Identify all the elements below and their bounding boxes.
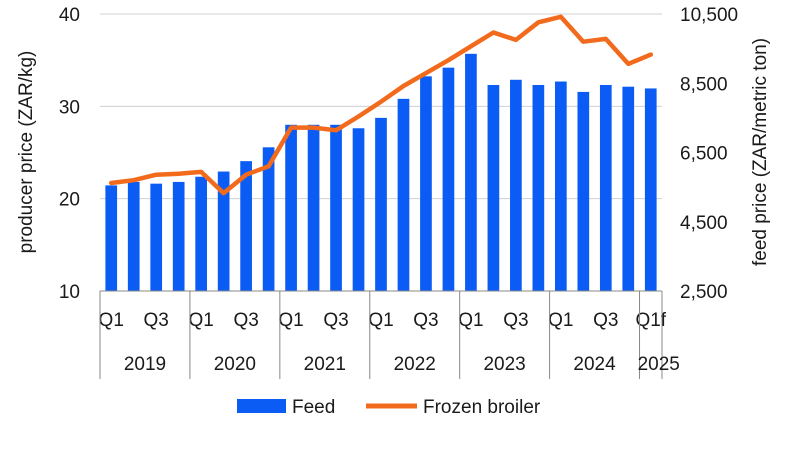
year-label: 2025 — [638, 354, 680, 375]
feed-bar — [644, 88, 657, 291]
x-tick-label: Q1 — [278, 310, 303, 331]
left-tick-label: 20 — [59, 190, 80, 211]
x-tick-label: Q3 — [323, 310, 348, 331]
right-tick-label: 4,500 — [680, 213, 728, 234]
feed-bar — [217, 171, 230, 291]
broiler-line — [108, 14, 654, 196]
legend-swatch-feed — [237, 399, 286, 413]
year-label: 2024 — [573, 354, 616, 375]
x-tick-label: Q3 — [413, 310, 438, 331]
feed-bar — [599, 84, 612, 291]
feed-bar — [465, 53, 477, 291]
x-tick-label: Q1 — [458, 310, 483, 331]
right-tick-label: 6,500 — [680, 144, 728, 165]
right-tick-label: 10,500 — [680, 5, 738, 26]
year-label: 2022 — [394, 354, 436, 375]
feed-bar — [397, 98, 410, 291]
feed-bar — [554, 81, 567, 291]
x-tick-label: Q1f — [635, 310, 666, 331]
x-tick-label: Q3 — [593, 310, 618, 331]
x-tick-label: Q1 — [99, 310, 124, 331]
left-tick-label: 10 — [59, 282, 80, 303]
legend-label-feed: Feed — [292, 397, 335, 418]
feed-bar — [195, 176, 208, 291]
feed-bar — [510, 79, 522, 291]
feed-bar — [150, 183, 163, 291]
feed-bar — [330, 124, 342, 291]
axes: 10 20 30 40 2,500 4,500 6,500 8,500 10,500 Q1 Q3 Q1… — [59, 5, 738, 379]
right-tick-label: 2,500 — [680, 282, 728, 303]
year-label: 2023 — [483, 354, 525, 375]
feed-bars — [105, 53, 657, 292]
x-tick-label: Q1 — [548, 310, 573, 331]
left-tick-label: 30 — [59, 97, 80, 118]
x-tick-label: Q3 — [503, 310, 528, 331]
feed-bar — [375, 117, 387, 291]
feed-bar — [622, 86, 635, 292]
feed-bar — [240, 161, 252, 291]
legend-label-frozen-broiler: Frozen broiler — [423, 397, 541, 418]
feed-bar — [577, 91, 590, 291]
right-tick-label: 8,500 — [680, 74, 728, 95]
year-label: 2020 — [214, 354, 256, 375]
feed-bar — [442, 67, 455, 291]
feed-bar — [307, 124, 320, 291]
x-tick-label: Q3 — [233, 310, 258, 331]
x-tick-label: Q1 — [368, 310, 393, 331]
feed-bar — [172, 181, 185, 291]
feed-bar — [487, 84, 500, 291]
feed-bar — [127, 181, 140, 291]
feed-bar — [262, 147, 275, 291]
left-tick-label: 40 — [59, 5, 80, 26]
feed-bar — [420, 76, 432, 291]
x-tick-label: Q3 — [144, 310, 169, 331]
feed-bar — [285, 124, 297, 291]
right-axis-label: feed price (ZAR/metric ton) — [750, 38, 771, 266]
left-axis-label: producer price (ZAR/kg) — [16, 51, 37, 254]
year-label: 2021 — [304, 354, 346, 375]
feed-bar — [105, 185, 118, 291]
feed-bar — [532, 84, 545, 291]
year-label: 2019 — [124, 354, 166, 375]
legend: Feed Frozen broiler — [237, 397, 541, 418]
x-tick-label: Q1 — [188, 310, 213, 331]
feed-bar — [352, 128, 365, 291]
frozen-broiler-line — [108, 14, 654, 196]
